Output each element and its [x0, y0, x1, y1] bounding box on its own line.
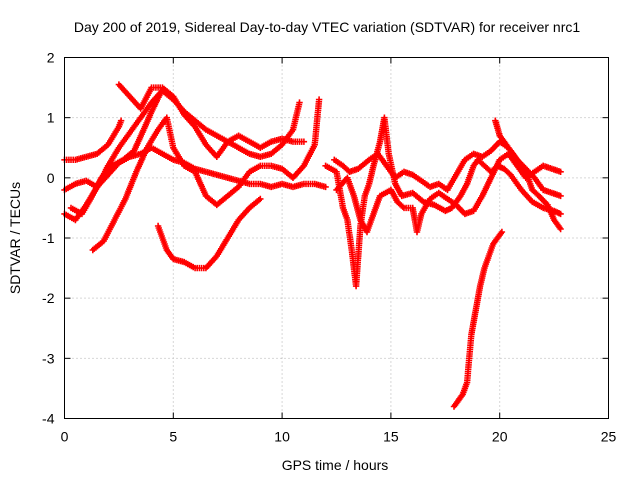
- x-tick-label: 0: [61, 429, 69, 445]
- y-tick-label: -3: [42, 350, 55, 366]
- y-axis-label: SDTVAR / TECUs: [7, 182, 23, 294]
- x-tick-label: 5: [169, 429, 177, 445]
- series-track-11: [450, 228, 506, 410]
- series-track-6: [115, 81, 308, 160]
- y-tick-label: 2: [47, 50, 55, 66]
- x-tick-label: 20: [492, 429, 508, 445]
- y-tick-label: 1: [47, 110, 55, 126]
- x-tick-label: 25: [601, 429, 617, 445]
- series-track-12: [492, 117, 564, 233]
- x-tick-label: 10: [274, 429, 290, 445]
- chart-title: Day 200 of 2019, Sidereal Day-to-day VTE…: [74, 19, 580, 35]
- plot-area: [61, 81, 564, 410]
- series-track-4: [67, 90, 164, 218]
- series-track-8: [322, 114, 564, 290]
- x-axis-label: GPS time / hours: [282, 457, 389, 473]
- y-tick-label: -4: [42, 411, 55, 427]
- y-tick-label: -1: [42, 230, 55, 246]
- tick-labels: 0 5 10 15 20 25 -4 -3 -2 -1 0 1 2: [42, 50, 616, 445]
- y-tick-label: -2: [42, 290, 55, 306]
- y-tick-label: 0: [47, 170, 55, 186]
- x-tick-label: 15: [383, 429, 399, 445]
- series-track-7: [154, 195, 264, 272]
- series-track-5: [89, 96, 323, 254]
